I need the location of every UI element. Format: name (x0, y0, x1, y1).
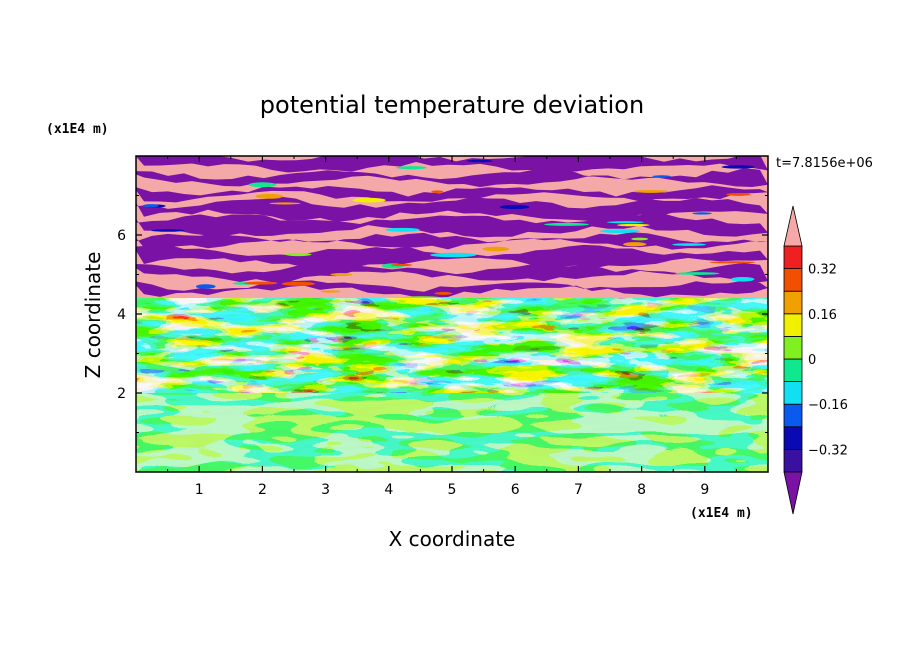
colorbar-segment (783, 358, 803, 383)
y-unit-label: (x1E4 m) (46, 122, 109, 137)
colorbar-segment (783, 426, 803, 450)
band-edge (285, 252, 312, 257)
x-unit-label: (x1E4 m) (690, 506, 753, 521)
x-tick-label: 6 (511, 482, 520, 498)
band-edge (543, 222, 590, 226)
band-edge (269, 202, 301, 205)
band-edge (320, 290, 341, 293)
band-edge (499, 204, 530, 210)
colorbar-segment (783, 268, 803, 292)
x-tick-label: 9 (700, 482, 709, 498)
colorbar-segment (783, 448, 803, 473)
x-tick-label: 1 (195, 482, 204, 498)
colorbar-extend-max (783, 205, 803, 247)
contour-field (136, 156, 768, 472)
band-edge (195, 284, 216, 289)
colorbar-segment (783, 290, 803, 315)
y-tick-label: 6 (117, 228, 126, 244)
band-edge (281, 281, 315, 286)
colorbar-label: 0.16 (808, 308, 837, 323)
band-edge (466, 159, 493, 163)
x-axis: 1 2 3 4 5 6 7 8 9 (167, 156, 737, 498)
band-edge (430, 252, 477, 258)
stratified-band (136, 213, 768, 238)
x-tick-label: 3 (321, 482, 330, 498)
band-edge (151, 229, 185, 232)
band-edge (652, 175, 671, 178)
band-edge (243, 281, 278, 285)
colorbar-segment (783, 335, 803, 360)
band-edge (721, 165, 755, 169)
stratified-band (136, 232, 768, 250)
colorbar-segment (783, 381, 803, 405)
band-edge (606, 221, 644, 224)
band-edge (726, 192, 751, 196)
band-edge (390, 263, 413, 267)
x-tick-label: 8 (637, 482, 646, 498)
band-edge (434, 291, 453, 295)
chart-title: potential temperature deviation (260, 91, 644, 119)
band-edge (675, 272, 720, 275)
band-edge (330, 273, 353, 277)
x-axis-label: X coordinate (389, 527, 516, 551)
colorbar-segment (783, 313, 803, 337)
x-tick-label: 7 (574, 482, 583, 498)
band-edge (709, 261, 756, 264)
time-label: t=7.8156e+06 (776, 156, 873, 171)
colorbar-label: −0.32 (808, 443, 848, 458)
y-axis: 2 4 6 (117, 195, 768, 433)
band-edge (631, 237, 649, 241)
x-tick-label: 4 (384, 482, 393, 498)
colorbar-segment (783, 245, 803, 270)
stratified-band (136, 185, 768, 203)
colorbar-label: −0.16 (808, 398, 848, 413)
band-edge (730, 276, 755, 282)
band-edge (431, 190, 444, 194)
lower-layer (136, 393, 768, 472)
band-edge (482, 246, 510, 252)
band-edge (617, 223, 650, 227)
band-edge (255, 193, 284, 199)
x-tick-label: 2 (258, 482, 267, 498)
stratified-band (136, 262, 768, 284)
colorbar: 0.32 0.16 0 −0.16 −0.32 (783, 205, 848, 515)
y-axis-label: Z coordinate (81, 252, 105, 379)
y-tick-label: 2 (117, 386, 126, 402)
band-edge (599, 229, 640, 233)
colorbar-label: 0.32 (808, 263, 837, 278)
x-tick-label: 5 (448, 482, 457, 498)
band-edge (623, 242, 647, 247)
band-edge (396, 166, 428, 170)
band-edge (385, 227, 420, 232)
band-edge (142, 204, 159, 208)
band-edge (632, 189, 669, 193)
colorbar-segment (783, 403, 803, 428)
colorbar-extend-min (783, 471, 803, 515)
stratified-band (136, 168, 768, 188)
colorbar-label: 0 (808, 353, 816, 368)
band-edge (672, 243, 706, 246)
y-tick-label: 4 (117, 307, 126, 323)
mixed-layer (136, 298, 768, 393)
band-edge (692, 212, 712, 215)
stratified-band (136, 156, 768, 173)
band-edge (352, 197, 386, 203)
band-edge (248, 182, 277, 188)
